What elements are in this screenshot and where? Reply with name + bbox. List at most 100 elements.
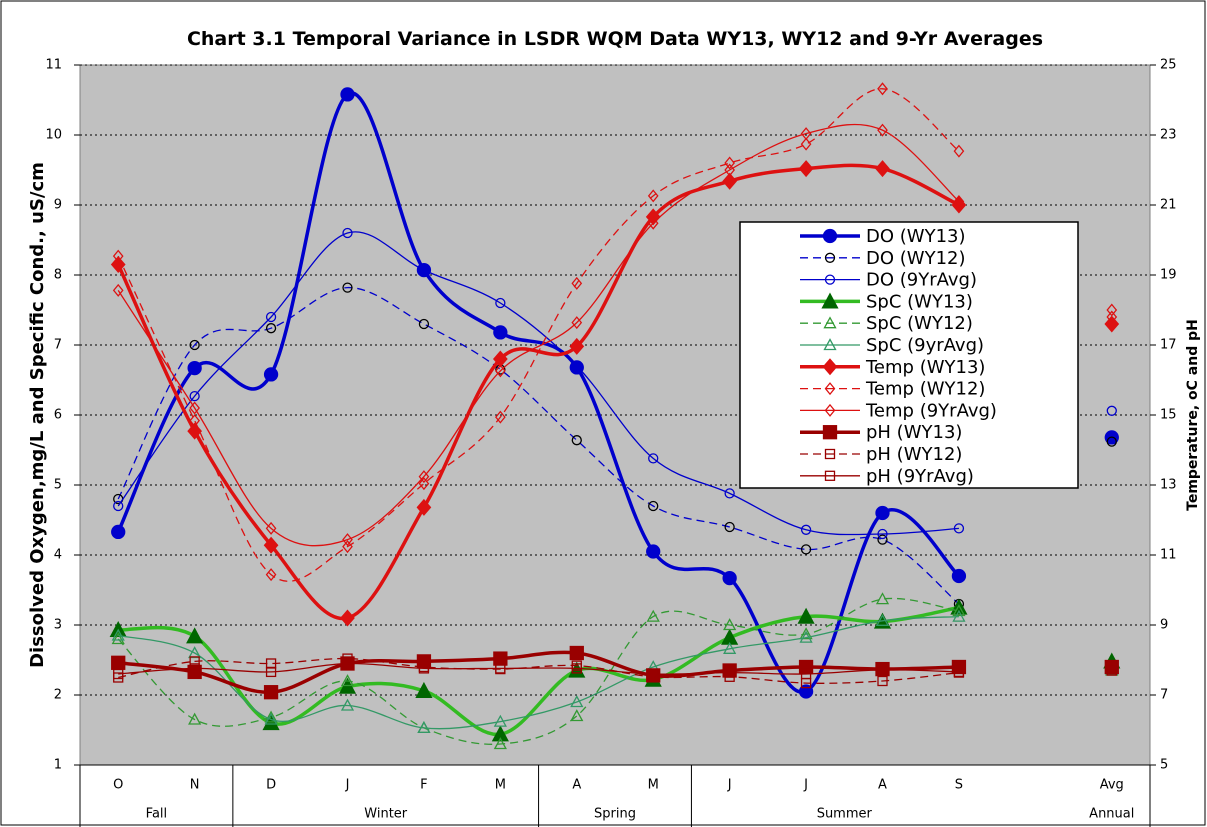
- data-point: [647, 189, 659, 203]
- legend-marker: [822, 425, 838, 440]
- data-point: [418, 663, 430, 674]
- data-point: [418, 477, 430, 491]
- legend-marker: [824, 448, 836, 460]
- legend-marker: [824, 382, 836, 396]
- group-label: Fall: [146, 807, 167, 822]
- y2-tick-label: 23: [1160, 128, 1177, 143]
- data-point: [340, 698, 355, 711]
- y-tick-label: 2: [54, 688, 62, 703]
- data-point: [265, 323, 277, 334]
- data-point: [495, 364, 506, 378]
- chart-title: Chart 3.1 Temporal Variance in LSDR WQM …: [186, 28, 1044, 50]
- legend-label: pH (9YrAvg): [866, 466, 974, 487]
- data-point: [418, 264, 430, 276]
- data-point: [491, 725, 509, 742]
- x-tick-label: O: [113, 778, 123, 793]
- data-point: [724, 163, 735, 177]
- data-point: [418, 318, 430, 330]
- data-point: [800, 137, 812, 151]
- data-point: [493, 714, 507, 727]
- data-point: [951, 568, 967, 584]
- data-point: [111, 632, 125, 645]
- series-line: [118, 662, 959, 675]
- x-tick-label: N: [190, 778, 200, 793]
- y-tick-label: 1: [54, 758, 62, 773]
- data-point: [875, 613, 890, 626]
- legend-marker: [824, 403, 836, 417]
- data-point: [648, 500, 659, 512]
- data-point: [797, 607, 815, 624]
- legend-label: SpC (9yrAvg): [866, 335, 984, 356]
- data-point: [265, 666, 277, 678]
- legend-label: DO (WY13): [866, 226, 966, 247]
- legend-label: pH (WY13): [866, 422, 962, 443]
- data-point: [875, 160, 890, 178]
- x-tick-label: J: [727, 778, 732, 793]
- data-point: [186, 627, 204, 644]
- data-point: [495, 297, 506, 309]
- data-point: [492, 350, 508, 368]
- data-point: [495, 410, 506, 424]
- data-point: [724, 488, 735, 499]
- y-axis-label: Dissolved Oxygen,mg/L and Specific Cond.…: [27, 162, 48, 668]
- series-line: [118, 615, 959, 730]
- data-point: [724, 667, 735, 678]
- data-point: [417, 721, 431, 734]
- data-point: [953, 194, 965, 209]
- data-point: [723, 641, 737, 654]
- data-point: [569, 645, 584, 661]
- data-point: [189, 663, 200, 674]
- legend-marker: [823, 316, 837, 329]
- data-point: [798, 684, 814, 699]
- data-point: [264, 710, 278, 723]
- data-point: [570, 709, 584, 722]
- data-point: [571, 276, 583, 290]
- data-point: [1104, 315, 1120, 333]
- data-point: [953, 523, 965, 534]
- y2-tick-label: 19: [1160, 268, 1177, 283]
- x-tick-label: A: [878, 778, 887, 793]
- data-point: [877, 123, 888, 137]
- group-label: Annual: [1089, 807, 1134, 822]
- data-point: [799, 630, 813, 643]
- y2-tick-label: 11: [1160, 548, 1177, 563]
- data-point: [342, 282, 353, 293]
- data-point: [188, 712, 202, 725]
- group-label: Winter: [364, 807, 408, 822]
- y-tick-label: 8: [54, 268, 62, 283]
- y-tick-label: 5: [54, 478, 62, 493]
- data-point: [724, 521, 735, 533]
- legend-label: DO (WY12): [866, 248, 966, 269]
- data-point: [952, 604, 966, 617]
- data-point: [110, 256, 126, 273]
- y-tick-label: 4: [54, 548, 62, 563]
- data-point: [342, 227, 353, 239]
- data-point: [646, 609, 660, 622]
- data-point: [189, 656, 200, 667]
- data-point: [571, 316, 583, 330]
- data-point: [493, 737, 507, 750]
- x-tick-label: S: [955, 778, 963, 793]
- data-point: [1106, 665, 1117, 676]
- data-point: [1106, 436, 1117, 447]
- data-point: [877, 82, 888, 96]
- data-point: [800, 544, 812, 555]
- data-point: [799, 627, 813, 640]
- series-line: [116, 91, 961, 694]
- data-point: [342, 540, 353, 554]
- group-label: Spring: [594, 807, 636, 822]
- legend-marker: [821, 292, 839, 309]
- data-point: [189, 339, 200, 351]
- series-line: [117, 597, 960, 745]
- x-tick-label: J: [803, 778, 808, 793]
- data-point: [342, 658, 353, 669]
- y2-tick-label: 9: [1160, 618, 1168, 633]
- data-point: [570, 695, 584, 708]
- data-point: [264, 712, 278, 725]
- data-point: [875, 592, 890, 605]
- data-point: [571, 435, 582, 446]
- y2-tick-label: 21: [1160, 198, 1177, 213]
- data-point: [877, 664, 888, 675]
